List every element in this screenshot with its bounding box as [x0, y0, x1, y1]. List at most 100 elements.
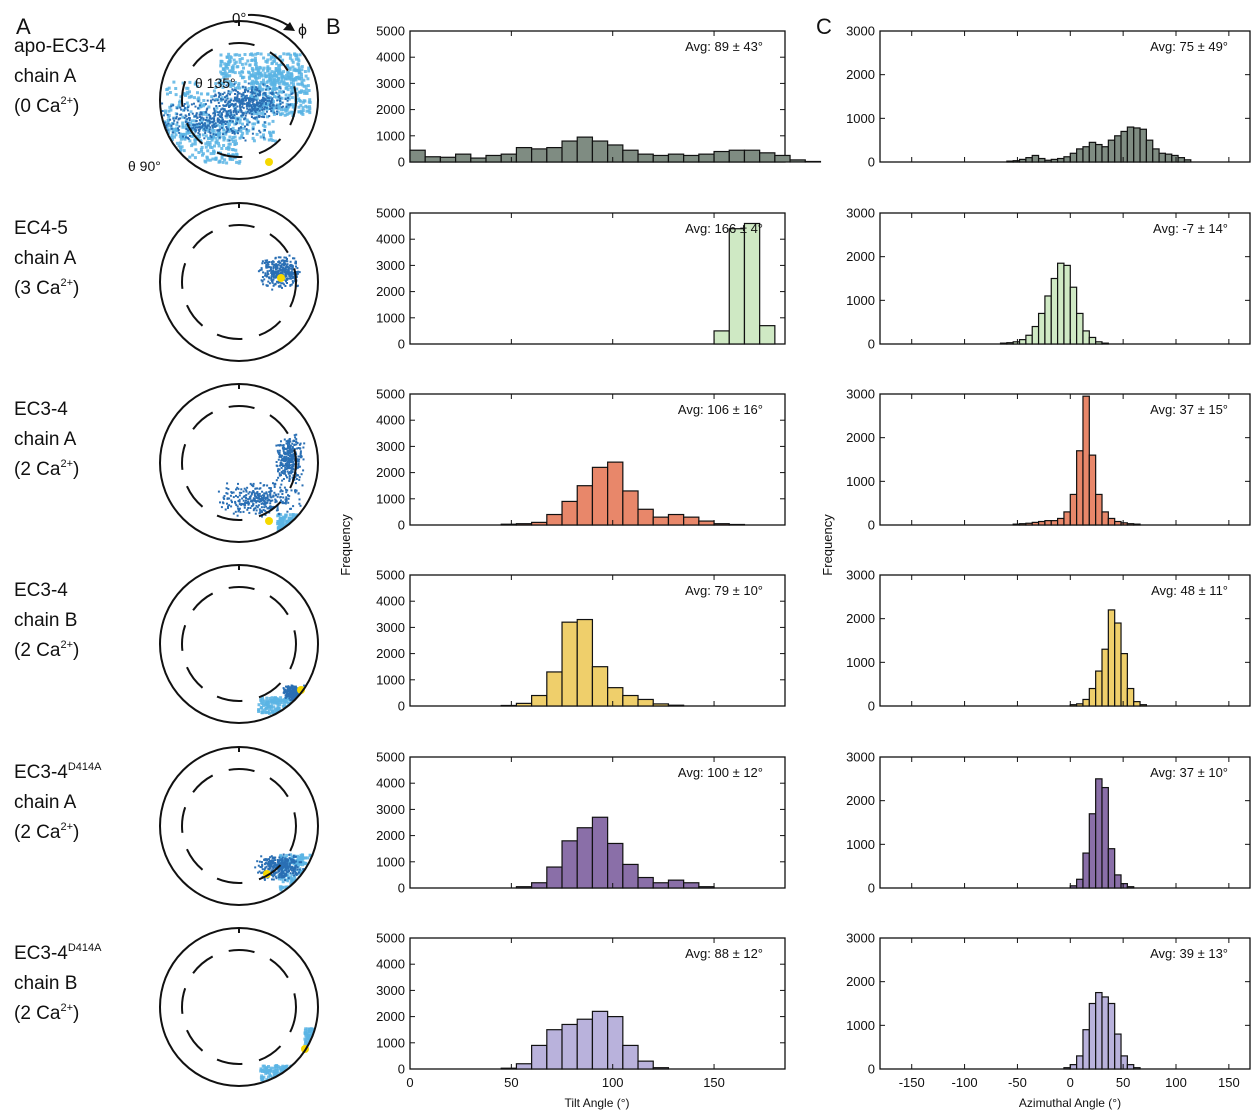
cloud-point	[204, 103, 207, 106]
cloud-point	[191, 134, 195, 138]
cloud-point	[296, 57, 300, 61]
cloud-point	[266, 79, 270, 83]
cloud-point	[268, 865, 271, 868]
cloud-point	[301, 100, 305, 104]
cloud-point	[233, 143, 237, 146]
phi-label: ϕ	[298, 22, 307, 39]
cloud-point	[315, 709, 318, 713]
cloud-point	[306, 513, 310, 517]
cloud-point	[285, 265, 288, 267]
cloud-point	[303, 518, 307, 522]
cloud-point	[278, 1076, 282, 1080]
cloud-point	[303, 515, 307, 519]
cloud-point	[240, 134, 244, 138]
cloud-point	[205, 116, 208, 119]
cloud-point	[183, 109, 186, 112]
cloud-point	[295, 1065, 299, 1069]
cloud-point	[306, 1053, 310, 1057]
cloud-point	[214, 98, 218, 102]
cloud-point	[259, 269, 262, 272]
cloud-point	[217, 160, 221, 164]
cloud-point	[273, 857, 276, 860]
cloud-point	[192, 124, 195, 126]
cloud-point	[310, 870, 314, 874]
cloud-point	[288, 528, 292, 532]
cloud-point	[273, 491, 276, 494]
cloud-point	[242, 106, 245, 109]
cloud-point	[235, 494, 237, 497]
cloud-point	[271, 260, 274, 263]
cloud-point	[292, 856, 295, 859]
row-label-chain: chain A	[14, 792, 77, 813]
cloud-point	[154, 127, 156, 129]
cloud-point	[301, 888, 305, 892]
cloud-point	[312, 868, 316, 871]
cloud-point	[312, 1041, 316, 1045]
cloud-point	[279, 99, 281, 102]
cloud-point	[313, 702, 317, 706]
cloud-point	[271, 869, 274, 872]
cloud-point	[274, 871, 277, 874]
cloud-point	[256, 506, 259, 509]
cloud-point	[254, 116, 257, 119]
cloud-point	[312, 1063, 316, 1066]
cloud-point	[255, 132, 259, 136]
cloud-point	[277, 270, 280, 273]
cloud-point	[278, 267, 281, 270]
cloud-point	[278, 285, 281, 288]
polar-plot	[159, 564, 319, 724]
cloud-point	[281, 1076, 285, 1079]
histogram-bar	[1107, 139, 1116, 163]
cloud-point	[200, 113, 203, 116]
cloud-point	[305, 1052, 309, 1056]
cloud-point	[271, 119, 275, 123]
cloud-point	[302, 78, 306, 82]
cloud-point	[229, 97, 233, 101]
cloud-point	[275, 700, 279, 704]
orientation-cloud	[257, 254, 301, 291]
cloud-point	[262, 96, 264, 99]
cloud-point	[173, 130, 176, 134]
cloud-point	[312, 860, 316, 864]
cloud-point	[216, 99, 219, 102]
cloud-point	[228, 101, 231, 103]
cloud-point	[209, 117, 212, 119]
cloud-point	[283, 502, 285, 505]
cloud-point	[286, 467, 289, 470]
cloud-point	[281, 701, 285, 704]
cloud-point	[263, 503, 266, 506]
cloud-point	[180, 113, 183, 116]
cloud-point	[213, 112, 216, 115]
cloud-point	[300, 710, 304, 714]
cloud-point	[295, 1065, 299, 1069]
cloud-point	[279, 103, 282, 105]
cloud-point	[311, 1049, 315, 1053]
cloud-point	[274, 482, 277, 485]
cloud-point	[213, 132, 217, 136]
cloud-point	[230, 113, 233, 116]
cloud-point	[291, 447, 294, 449]
cloud-point	[263, 499, 265, 502]
cloud-point	[296, 868, 299, 871]
cloud-point	[170, 124, 173, 127]
cloud-point	[222, 104, 225, 107]
cloud-point	[292, 1078, 296, 1082]
cloud-point	[272, 696, 276, 700]
cloud-point	[202, 112, 205, 116]
cloud-point	[211, 130, 215, 134]
cloud-point	[285, 465, 288, 467]
cloud-point	[240, 57, 244, 61]
x-tick-label: 50	[504, 1075, 518, 1090]
cloud-point	[316, 858, 318, 862]
histogram-bar	[607, 144, 624, 163]
cloud-point	[268, 75, 272, 79]
cloud-point	[290, 270, 293, 273]
cloud-point	[186, 131, 190, 135]
cloud-point	[299, 853, 303, 857]
cloud-point	[238, 121, 242, 125]
histogram-bar	[576, 1018, 594, 1070]
cloud-point	[239, 108, 242, 111]
cloud-point	[274, 875, 277, 878]
cloud-point	[312, 1042, 316, 1046]
cloud-point	[309, 1065, 313, 1069]
